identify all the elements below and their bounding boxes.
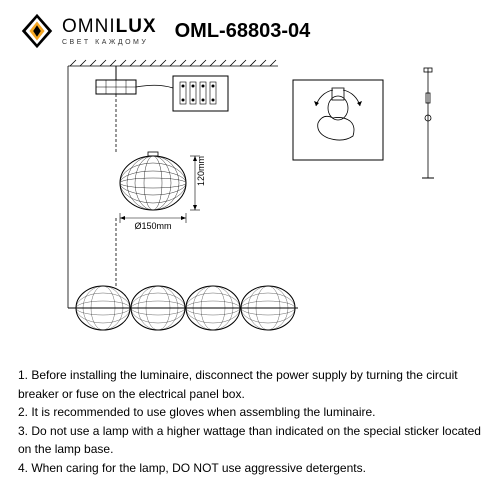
- logo-icon: [18, 12, 56, 50]
- header: OMNILUX СВЕТ КАЖДОМУ OML-68803-04: [18, 12, 482, 50]
- installation-diagram: Ø150mm 120mm: [18, 58, 482, 358]
- instruction-1: 1. Before installing the luminaire, disc…: [18, 366, 482, 403]
- height-label: 120mm: [196, 156, 206, 186]
- diagram-area: Ø150mm 120mm: [18, 58, 482, 358]
- brand-part1: OMNI: [62, 16, 116, 37]
- brand-tagline: СВЕТ КАЖДОМУ: [62, 39, 157, 46]
- instruction-3: 3. Do not use a lamp with a higher watta…: [18, 422, 482, 459]
- instruction-4: 4. When caring for the lamp, DO NOT use …: [18, 459, 482, 478]
- logo: OMNILUX СВЕТ КАЖДОМУ: [18, 12, 157, 50]
- brand-part2: LUX: [116, 16, 157, 37]
- brand-name: OMNILUX: [62, 16, 157, 38]
- model-number: OML-68803-04: [175, 20, 311, 43]
- logo-text: OMNILUX СВЕТ КАЖДОМУ: [62, 16, 157, 46]
- instruction-2: 2. It is recommended to use gloves when …: [18, 403, 482, 422]
- instructions: 1. Before installing the luminaire, disc…: [18, 366, 482, 478]
- width-label: Ø150mm: [134, 221, 171, 231]
